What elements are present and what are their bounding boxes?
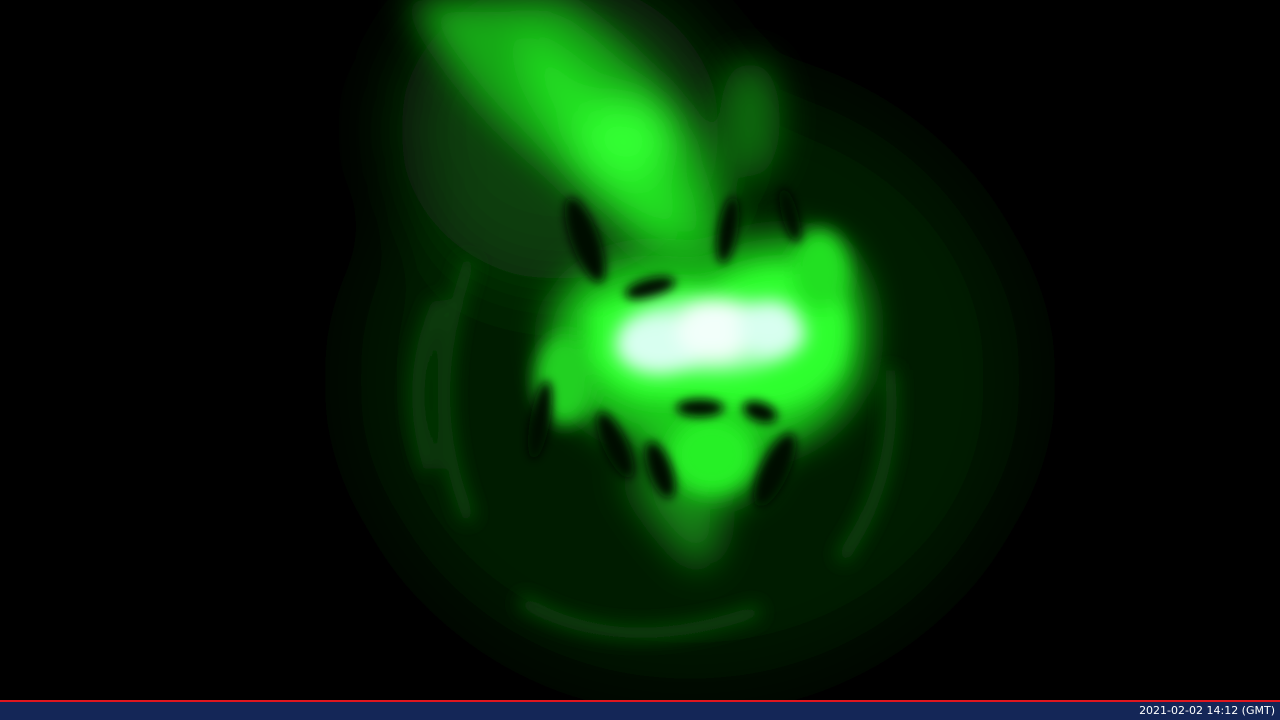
status-bar: 2021-02-02 14:12 (GMT) xyxy=(0,702,1280,720)
status-divider-line xyxy=(0,700,1280,702)
laser-beam-image xyxy=(360,0,1020,680)
capture-timestamp: 2021-02-02 14:12 (GMT) xyxy=(1139,704,1275,717)
